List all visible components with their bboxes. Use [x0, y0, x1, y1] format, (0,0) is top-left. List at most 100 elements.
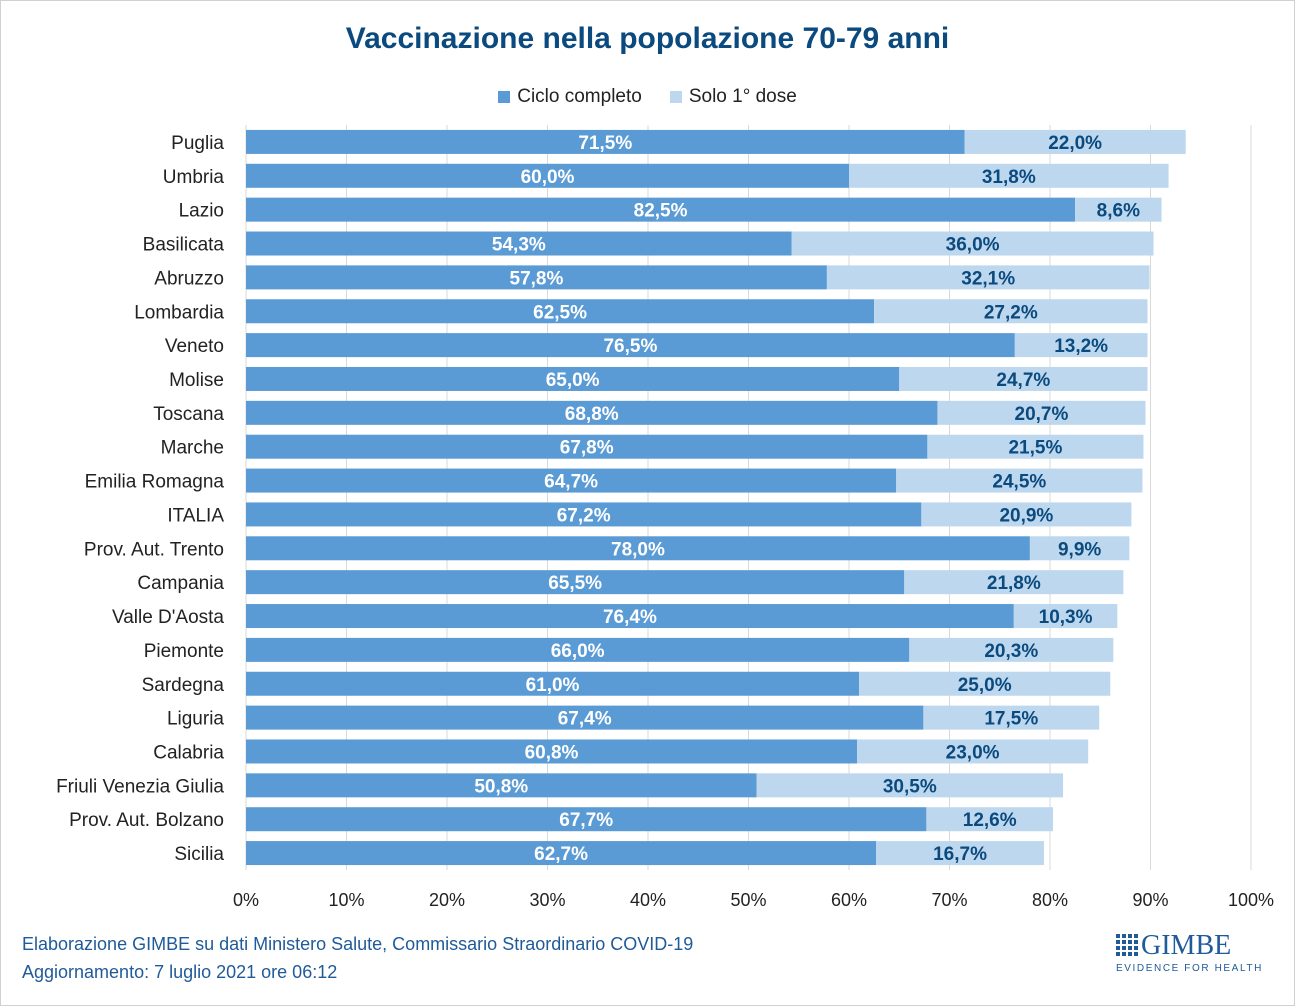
- bar-ciclo-completo: [246, 129, 965, 154]
- data-label: 31,8%: [982, 167, 1036, 188]
- bar-ciclo-completo: [246, 502, 922, 527]
- data-label: 64,7%: [544, 472, 598, 493]
- data-label: 24,7%: [996, 370, 1050, 391]
- footer-updated: Aggiornamento: 7 luglio 2021 ore 06:12: [22, 962, 338, 982]
- x-tick-label: 50%: [730, 890, 766, 910]
- bar-solo-prima-dose: [927, 434, 1144, 459]
- bar-solo-prima-dose: [904, 570, 1124, 595]
- bar-ciclo-completo: [246, 197, 1076, 222]
- bar-ciclo-completo: [246, 163, 849, 188]
- data-label: 10,3%: [1039, 607, 1093, 628]
- bar-solo-prima-dose: [909, 637, 1114, 662]
- data-label: 67,4%: [558, 709, 612, 730]
- bar-ciclo-completo: [246, 366, 900, 391]
- bar-ciclo-completo: [246, 299, 875, 324]
- bar-solo-prima-dose: [923, 705, 1100, 730]
- category-label: Lombardia: [134, 302, 224, 323]
- bar-solo-prima-dose: [756, 773, 1064, 798]
- data-label: 76,4%: [603, 607, 657, 628]
- category-label: Molise: [169, 370, 224, 391]
- x-tick-label: 90%: [1132, 890, 1168, 910]
- data-label: 67,8%: [560, 438, 614, 459]
- bar-ciclo-completo: [246, 671, 860, 696]
- x-tick-label: 20%: [429, 890, 465, 910]
- legend-label-solo-prima-dose: Solo 1° dose: [688, 86, 797, 107]
- data-label: 21,5%: [1008, 438, 1062, 459]
- data-label: 12,6%: [963, 810, 1017, 831]
- bar-solo-prima-dose: [874, 299, 1148, 324]
- data-label: 78,0%: [611, 539, 665, 560]
- bar-solo-prima-dose: [826, 265, 1150, 290]
- bar-solo-prima-dose: [926, 807, 1054, 832]
- data-label: 24,5%: [992, 472, 1046, 493]
- legend-label-ciclo-completo: Ciclo completo: [517, 86, 642, 107]
- data-label: 16,7%: [933, 844, 987, 865]
- category-label: Liguria: [167, 709, 224, 730]
- bar-solo-prima-dose: [964, 129, 1186, 154]
- bar-solo-prima-dose: [1029, 536, 1130, 561]
- bar-solo-prima-dose: [899, 366, 1148, 391]
- category-label: Calabria: [153, 742, 224, 763]
- x-tick-label: 10%: [328, 890, 364, 910]
- bar-solo-prima-dose: [896, 468, 1143, 493]
- legend-entry-solo-prima-dose: Solo 1° dose: [669, 86, 797, 108]
- bar-solo-prima-dose: [1014, 333, 1148, 358]
- bar-ciclo-completo: [246, 468, 897, 493]
- category-label: Marche: [161, 438, 224, 459]
- data-label: 25,0%: [958, 675, 1012, 696]
- data-label: 62,7%: [534, 844, 588, 865]
- data-label: 65,0%: [546, 370, 600, 391]
- x-tick-label: 80%: [1032, 890, 1068, 910]
- data-label: 21,8%: [987, 573, 1041, 594]
- data-label: 20,9%: [999, 505, 1053, 526]
- data-label: 30,5%: [883, 776, 937, 797]
- category-label: Emilia Romagna: [85, 472, 225, 493]
- legend-swatch-solo-prima-dose: [669, 91, 682, 103]
- category-label: Prov. Aut. Trento: [84, 539, 224, 560]
- bar-ciclo-completo: [246, 265, 827, 290]
- x-tick-label: 60%: [831, 890, 867, 910]
- data-label: 13,2%: [1054, 336, 1108, 357]
- bar-solo-prima-dose: [921, 502, 1132, 527]
- gimbe-logo-text: GIMBE: [1141, 930, 1232, 961]
- bar-solo-prima-dose: [857, 739, 1089, 764]
- data-label: 68,8%: [565, 404, 619, 425]
- x-tick-label: 0%: [233, 890, 259, 910]
- data-label: 54,3%: [492, 235, 546, 256]
- data-label: 65,5%: [548, 573, 602, 594]
- category-label: Puglia: [171, 133, 224, 154]
- data-label: 82,5%: [634, 201, 688, 222]
- category-label: Abruzzo: [154, 268, 224, 289]
- category-label: Umbria: [163, 167, 225, 188]
- data-label: 22,0%: [1048, 133, 1102, 154]
- bar-ciclo-completo: [246, 841, 877, 866]
- data-label: 66,0%: [551, 641, 605, 662]
- category-label: Prov. Aut. Bolzano: [69, 810, 224, 831]
- data-label: 76,5%: [603, 336, 657, 357]
- data-label: 9,9%: [1058, 539, 1101, 560]
- category-label: Valle D'Aosta: [112, 607, 224, 628]
- x-tick-label: 40%: [630, 890, 666, 910]
- category-label: Friuli Venezia Giulia: [56, 776, 224, 797]
- category-label: Sardegna: [142, 675, 225, 696]
- data-label: 62,5%: [533, 302, 587, 323]
- bar-ciclo-completo: [246, 739, 858, 764]
- gimbe-logo-tagline: EVIDENCE FOR HEALTH: [1116, 963, 1263, 974]
- footer-source: Elaborazione GIMBE su dati Ministero Sal…: [22, 934, 694, 954]
- category-label: Toscana: [153, 404, 224, 425]
- bar-ciclo-completo: [246, 637, 910, 662]
- x-tick-label: 30%: [529, 890, 565, 910]
- category-label: Basilicata: [143, 235, 225, 256]
- legend: Ciclo completo Solo 1° dose: [0, 86, 1295, 108]
- bar-ciclo-completo: [246, 807, 927, 832]
- bar-ciclo-completo: [246, 536, 1030, 561]
- category-label: Campania: [137, 573, 224, 594]
- data-label: 61,0%: [526, 675, 580, 696]
- legend-swatch-ciclo-completo: [498, 91, 511, 103]
- x-tick-label: 70%: [931, 890, 967, 910]
- data-label: 32,1%: [961, 268, 1015, 289]
- bar-solo-prima-dose: [1013, 604, 1118, 629]
- bar-solo-prima-dose: [859, 671, 1111, 696]
- data-label: 27,2%: [984, 302, 1038, 323]
- data-label: 57,8%: [510, 268, 564, 289]
